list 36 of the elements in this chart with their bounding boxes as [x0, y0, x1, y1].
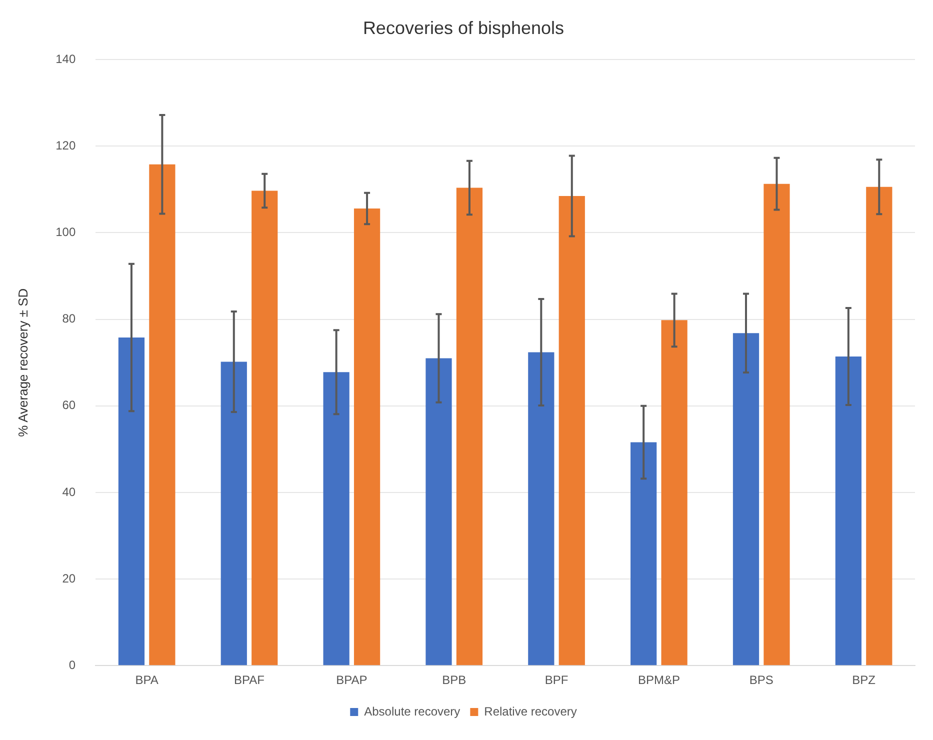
- x-tick-label: BPB: [442, 673, 466, 688]
- legend-label: Absolute recovery: [364, 704, 460, 718]
- x-tick-label: BPZ: [852, 673, 876, 688]
- y-tick-label: 80: [62, 312, 76, 326]
- y-tick-label: 0: [68, 658, 76, 672]
- bar: [456, 188, 483, 666]
- bar: [118, 337, 145, 666]
- x-tick-label: BPS: [749, 673, 774, 688]
- bar: [764, 184, 790, 666]
- x-tick-label: BPM&P: [638, 673, 680, 688]
- y-tick-label: 20: [62, 571, 76, 586]
- bar: [354, 208, 380, 666]
- bar: [426, 358, 452, 666]
- bar: [866, 186, 892, 666]
- bar: [252, 190, 278, 666]
- bar: [149, 164, 176, 666]
- y-tick-label: 40: [62, 484, 76, 499]
- bar: [323, 372, 350, 666]
- x-tick-label: BPAF: [234, 673, 264, 688]
- x-tick-label: BPF: [544, 673, 568, 688]
- bar: [835, 356, 862, 666]
- bar: [661, 320, 688, 666]
- bar: [220, 362, 247, 666]
- legend-label: Relative recovery: [484, 704, 577, 718]
- y-tick-label: 60: [62, 398, 76, 412]
- bar: [558, 196, 585, 666]
- chart-title: Recoveries of bisphenols: [362, 18, 564, 38]
- bar: [732, 333, 760, 666]
- bar: [528, 352, 554, 666]
- bar: [630, 442, 657, 666]
- y-axis-title: % Average recovery ± SD: [15, 288, 30, 437]
- y-tick-label: 120: [56, 138, 76, 152]
- y-tick-label: 100: [56, 225, 76, 240]
- x-tick-label: BPAP: [336, 673, 368, 688]
- y-tick-label: 140: [56, 52, 76, 66]
- x-tick-label: BPA: [135, 673, 158, 688]
